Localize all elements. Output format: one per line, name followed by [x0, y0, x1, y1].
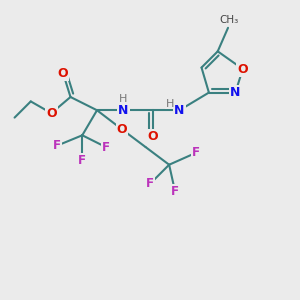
Text: H: H — [166, 99, 174, 109]
Text: H: H — [119, 94, 128, 104]
Text: O: O — [148, 130, 158, 143]
Text: N: N — [230, 86, 241, 99]
Text: O: O — [58, 67, 68, 80]
Text: F: F — [78, 154, 86, 167]
Text: O: O — [237, 62, 248, 76]
Text: N: N — [118, 104, 129, 117]
Text: F: F — [53, 139, 61, 152]
Text: F: F — [171, 185, 179, 198]
Text: F: F — [192, 146, 200, 159]
Text: F: F — [102, 141, 110, 154]
Text: F: F — [146, 177, 154, 190]
Text: O: O — [117, 123, 127, 136]
Text: O: O — [46, 107, 57, 120]
Text: CH₃: CH₃ — [220, 15, 239, 25]
Text: N: N — [174, 104, 184, 117]
